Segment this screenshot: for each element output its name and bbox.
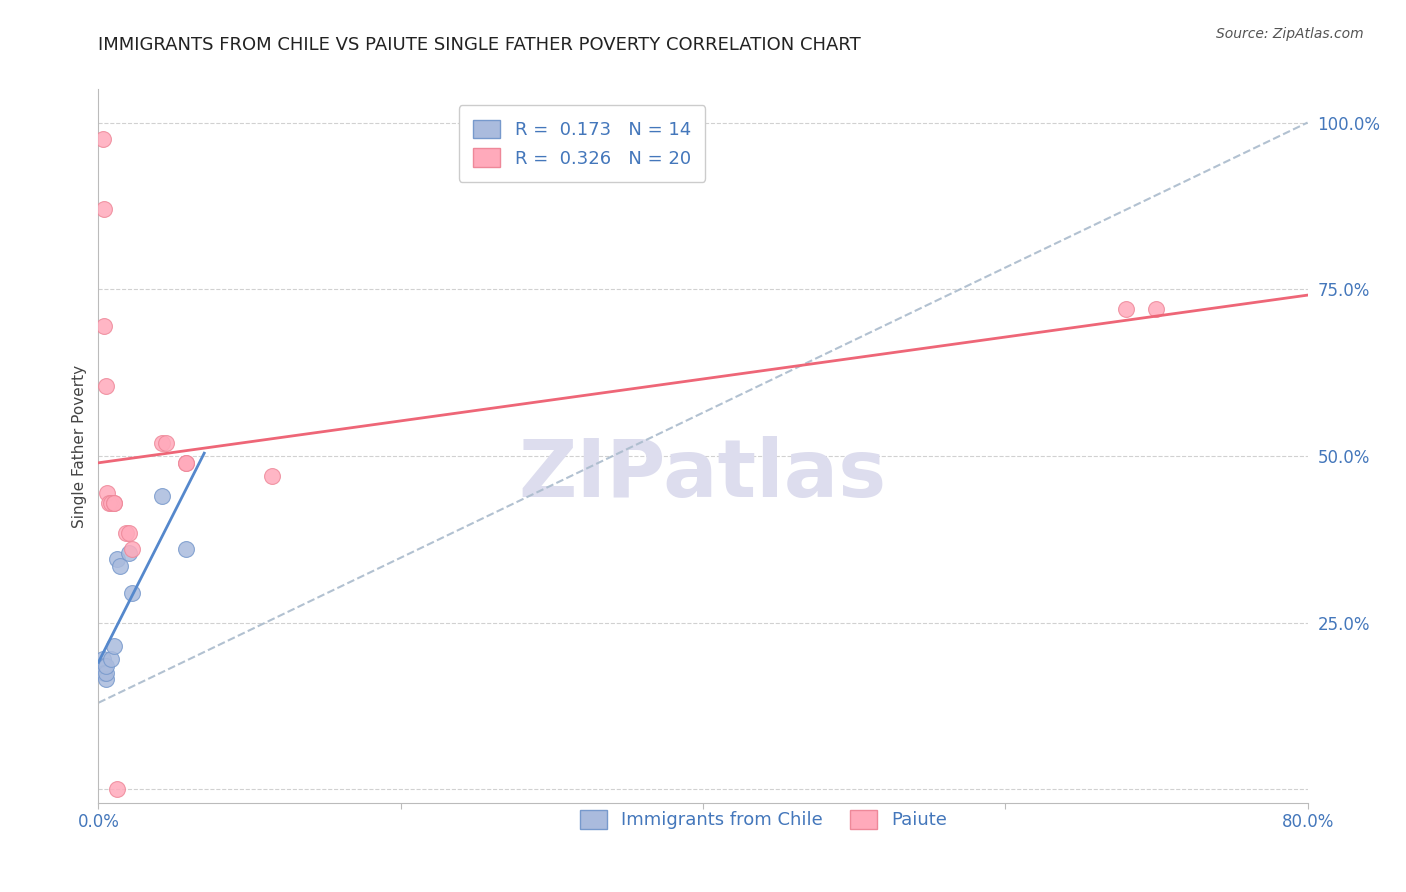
Point — [93, 202, 115, 217]
Point — [91, 132, 114, 146]
Point — [150, 489, 173, 503]
Point — [118, 546, 141, 560]
Point — [103, 496, 125, 510]
Point — [121, 585, 143, 599]
Point — [94, 673, 117, 687]
Point — [105, 552, 128, 566]
Text: ZIPatlas: ZIPatlas — [519, 435, 887, 514]
Point — [100, 496, 122, 510]
Text: IMMIGRANTS FROM CHILE VS PAIUTE SINGLE FATHER POVERTY CORRELATION CHART: IMMIGRANTS FROM CHILE VS PAIUTE SINGLE F… — [98, 36, 860, 54]
Point — [108, 559, 131, 574]
Text: Source: ZipAtlas.com: Source: ZipAtlas.com — [1216, 27, 1364, 41]
Point — [91, 652, 114, 666]
Point — [1115, 302, 1137, 317]
Point — [174, 456, 197, 470]
Point — [105, 782, 128, 797]
Point — [174, 542, 197, 557]
Point — [103, 496, 125, 510]
Point — [262, 469, 284, 483]
Legend: Immigrants from Chile, Paiute: Immigrants from Chile, Paiute — [572, 803, 955, 837]
Point — [103, 639, 125, 653]
Point — [93, 665, 115, 680]
Point — [96, 485, 118, 500]
Point — [93, 318, 115, 333]
Point — [118, 525, 141, 540]
Point — [114, 525, 136, 540]
Point — [94, 659, 117, 673]
Point — [100, 652, 122, 666]
Point — [121, 542, 143, 557]
Point — [98, 496, 121, 510]
Point — [150, 435, 173, 450]
Point — [93, 659, 115, 673]
Point — [155, 435, 177, 450]
Point — [94, 379, 117, 393]
Point — [1144, 302, 1167, 317]
Y-axis label: Single Father Poverty: Single Father Poverty — [72, 365, 87, 527]
Point — [174, 456, 197, 470]
Point — [94, 665, 117, 680]
